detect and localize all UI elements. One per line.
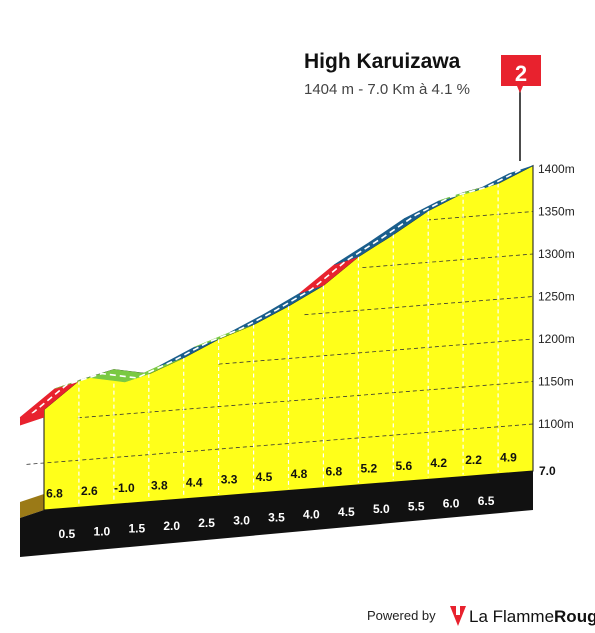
gridline [426,211,534,221]
km-tick-label: 2.0 [163,519,180,533]
gradient-label: 2.2 [465,453,482,467]
gradient-label: -1.0 [114,481,135,495]
gradient-label: 4.2 [430,456,447,470]
brand-name: La FlammeRouge [469,607,595,626]
road-ribbon [19,165,534,426]
gradient-label: 4.9 [500,450,517,464]
altitude-axis: 1100m 1150m 1200m 1250m 1300m 1350m 1400m [538,162,575,431]
gradient-label: 4.8 [291,467,308,481]
gridline [218,338,534,365]
km-axis: 0.5 1.0 1.5 2.0 2.5 3.0 3.5 4.0 4.5 5.0 5.5 6.0 6.5 7… [59,464,556,541]
km-tick-label: 6.0 [443,497,460,511]
base-bottom [20,471,533,557]
km-tick-label: 3.5 [268,511,285,525]
category-number: 2 [515,61,527,86]
gridline [77,381,534,419]
km-tick-label: 4.5 [338,505,355,519]
gradient-label: 4.4 [186,476,203,490]
altitude-tick-label: 1250m [538,290,575,304]
altitude-tick-label: 1400m [538,162,575,176]
climb-subtitle: 1404 m - 7.0 Km à 4.1 % [304,81,470,98]
gridline [26,423,534,465]
altitude-tick-label: 1150m [538,375,574,389]
altitude-tick-label: 1100m [538,417,574,431]
flamme-rouge-logo-icon [450,606,466,626]
climb-title: High Karuizawa [304,50,461,73]
gradient-label: 3.3 [221,473,238,487]
gradient-label: 6.8 [326,464,343,478]
km-tick-label: 1.5 [128,522,145,536]
road-start-face [20,409,44,426]
gradient-label: 2.6 [81,484,98,498]
altitude-tick-label: 1350m [538,205,575,219]
summit-flag: 2 [501,55,541,161]
gridline [304,296,534,316]
road-centre-line [31,168,522,415]
km-tick-label: 4.0 [303,508,320,522]
km-tick-label: 1.0 [94,524,111,538]
gradient-label: 4.5 [256,470,273,484]
gradient-label: 5.6 [395,459,412,473]
powered-by-footer: Powered by La FlammeRouge [367,606,595,626]
km-end-label: 7.0 [539,464,556,478]
gradient-label: 6.8 [46,487,63,501]
km-tick-label: 5.0 [373,502,390,516]
km-tick-label: 6.5 [478,494,495,508]
category-flag [501,55,541,93]
altitude-gridlines [26,211,534,465]
km-tick-label: 2.5 [198,516,215,530]
km-dividers [78,183,499,506]
km-tick-label: 0.5 [59,527,76,541]
gradient-label: 3.8 [151,478,168,492]
km-tick-label: 3.0 [233,513,250,527]
gradient-labels: 6.8 2.6 -1.0 3.8 4.4 3.3 4.5 4.8 6.8 5.2 5.6 4.2 2.2… [46,450,517,500]
km-tick-label: 5.5 [408,499,425,513]
gridline [362,253,534,268]
gradient-label: 5.2 [360,462,377,476]
altitude-tick-label: 1200m [538,332,575,346]
powered-by-label: Powered by [367,608,436,623]
altitude-tick-label: 1300m [538,247,575,261]
profile-base [20,471,533,557]
